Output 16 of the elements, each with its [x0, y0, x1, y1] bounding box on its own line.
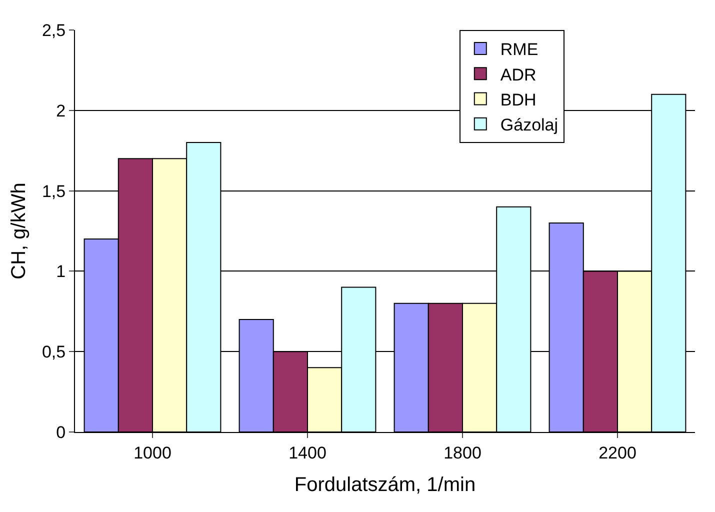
y-tick-label: 2,5 [42, 20, 66, 40]
x-axis-title: Fordulatszám, 1/min [294, 474, 476, 496]
y-tick-label: 1,5 [42, 182, 66, 201]
legend-label: Gázolaj [500, 115, 558, 134]
legend-label: ADR [500, 65, 536, 84]
x-tick-label: 2200 [598, 443, 636, 462]
x-tick-label: 1000 [134, 443, 172, 462]
x-tick-label: 1800 [444, 443, 482, 462]
y-axis-title: CH, g/kWh [8, 182, 30, 280]
y-tick-label: 1 [56, 262, 66, 282]
y-tick-label: 0 [56, 422, 66, 442]
y-tick-label: 0,5 [42, 342, 66, 362]
y-tick-label: 2 [56, 101, 66, 120]
legend-label: BDH [500, 90, 536, 110]
legend-label: RME [500, 40, 538, 60]
x-tick-label: 1400 [288, 443, 326, 462]
